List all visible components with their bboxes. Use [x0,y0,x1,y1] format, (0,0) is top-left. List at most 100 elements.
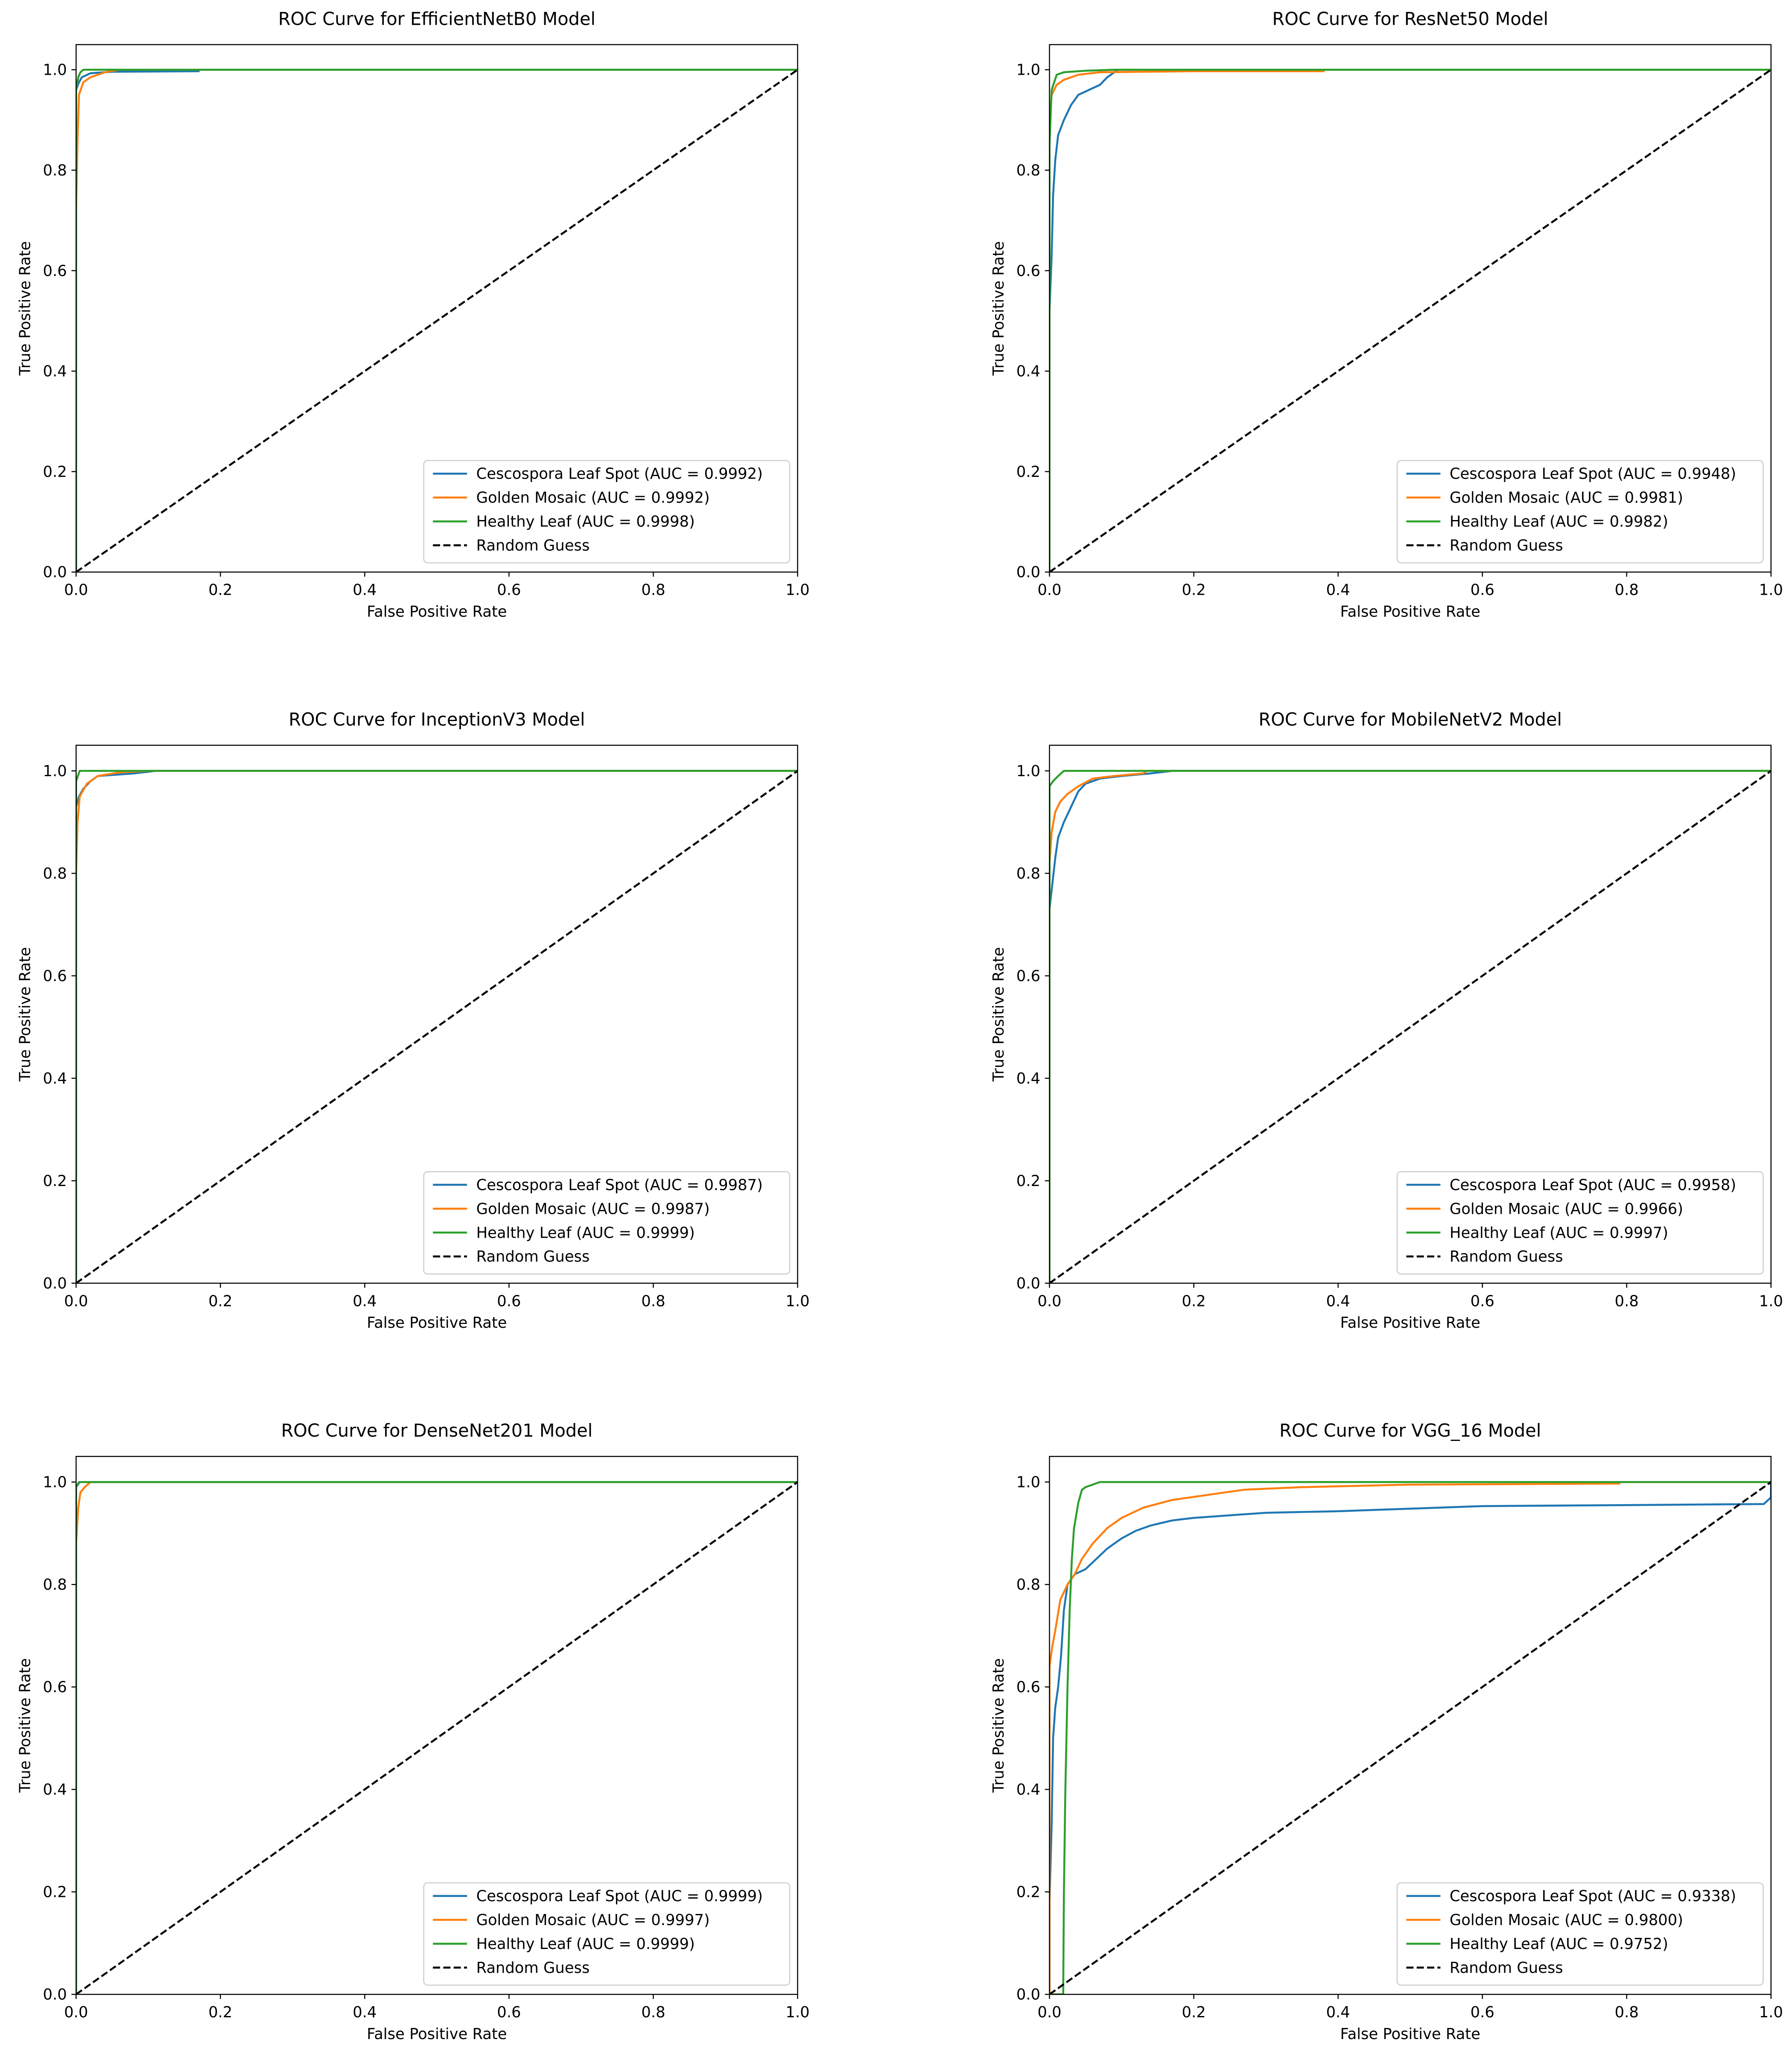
chart-3-xtick-label-4: 0.8 [1615,1292,1639,1310]
chart-5-legend-label-1: Golden Mosaic (AUC = 0.9800) [1450,1911,1683,1929]
chart-2-ytick-label-0: 0.0 [43,1275,67,1292]
chart-0-legend-label-1: Golden Mosaic (AUC = 0.9992) [476,489,710,507]
chart-5-xtick-label-1: 0.2 [1182,2004,1206,2021]
chart-1-xtick-label-4: 0.8 [1615,581,1639,599]
chart-0-legend-label-2: Healthy Leaf (AUC = 0.9998) [476,513,695,531]
chart-3-title: ROC Curve for MobileNetV2 Model [1258,709,1562,730]
chart-3-xtick-label-0: 0.0 [1037,1292,1061,1310]
chart-1-xlabel: False Positive Rate [1340,603,1480,620]
chart-1-series-3-line [1049,69,1771,572]
chart-4-ytick-label-4: 0.8 [43,1576,67,1594]
chart-3-frame [1049,745,1772,1284]
chart-5-xtick-label-5: 1.0 [1759,2004,1783,2021]
chart-5-series-1-line [1049,1481,1771,1995]
chart-3-xtick-label-3: 0.6 [1471,1292,1494,1310]
chart-5-xtick-label-2: 0.4 [1326,2004,1350,2021]
chart-0-ytick-label-1: 0.2 [43,463,67,481]
chart-5-ytick-label-1: 0.2 [1016,1884,1040,1901]
chart-3-ylabel: True Positive Rate [990,947,1007,1082]
chart-1-legend-label-3: Random Guess [1450,537,1563,555]
chart-1-legend-box [1396,460,1764,564]
chart-1-ytick-label-1: 0.2 [1016,463,1040,481]
chart-0-ylabel: True Positive Rate [17,241,34,376]
chart-4-legend-label-0: Cescospora Leaf Spot (AUC = 0.9999) [476,1888,763,1905]
chart-1-legend: Cescospora Leaf Spot (AUC = 0.9948) Golde… [1396,460,1764,564]
chart-4-ytick-label-2: 0.4 [43,1781,67,1799]
chart-5-series-3-line [1049,1481,1771,1995]
chart-0-title: ROC Curve for EfficientNetB0 Model [278,8,595,29]
chart-4-legend-label-1: Golden Mosaic (AUC = 0.9997) [476,1911,710,1929]
chart-2-legend-label-3: Random Guess [476,1248,590,1265]
chart-3-ytick-label-2: 0.4 [1016,1070,1040,1087]
chart-2-legend-box [423,1171,791,1275]
chart-2-xtick-label-3: 0.6 [497,1292,521,1310]
chart-4-xtick-label-0: 0.0 [64,2004,88,2021]
chart-2-xtick-label-5: 1.0 [785,1292,809,1310]
chart-3-xtick-label-1: 0.2 [1182,1292,1206,1310]
chart-3-xtick-label-5: 1.0 [1759,1292,1783,1310]
chart-5: 0.0 0.2 0.4 0.6 0.8 1.0 0.0 0.2 0.4 0.6 0.8 1.0 ROC … [990,1420,1783,2043]
chart-5-xtick-label-0: 0.0 [1037,2004,1061,2021]
chart-2-ylabel: True Positive Rate [17,947,34,1082]
chart-1-ylabel: True Positive Rate [990,241,1007,376]
chart-3-legend-label-1: Golden Mosaic (AUC = 0.9966) [1450,1200,1683,1218]
chart-1-ytick-label-4: 0.8 [1016,162,1040,179]
chart-2-frame [76,745,798,1284]
chart-0-ytick-label-0: 0.0 [43,564,67,581]
chart-0-ytick-label-2: 0.4 [43,363,67,380]
chart-1-legend-label-1: Golden Mosaic (AUC = 0.9981) [1450,489,1683,507]
chart-5-lines [1049,1481,1771,1995]
chart-5-legend: Cescospora Leaf Spot (AUC = 0.9338) Golde… [1396,1882,1764,1986]
chart-3-legend: Cescospora Leaf Spot (AUC = 0.9958) Golde… [1396,1171,1764,1275]
chart-2-legend: Cescospora Leaf Spot (AUC = 0.9987) Golde… [423,1171,791,1275]
chart-3-legend-label-2: Healthy Leaf (AUC = 0.9997) [1450,1224,1668,1242]
chart-4-legend: Cescospora Leaf Spot (AUC = 0.9999) Golde… [423,1882,791,1986]
chart-4-legend-label-3: Random Guess [476,1959,590,1977]
chart-0-xtick-label-2: 0.4 [353,581,376,599]
chart-2-series-3-line [76,770,798,1283]
chart-5-legend-label-0: Cescospora Leaf Spot (AUC = 0.9338) [1450,1888,1736,1905]
chart-5-xtick-label-3: 0.6 [1471,2004,1494,2021]
chart-5-legend-label-2: Healthy Leaf (AUC = 0.9752) [1450,1935,1668,1953]
chart-0-legend-label-3: Random Guess [476,537,590,555]
chart-3-series-0-line [1049,770,1771,1283]
chart-3-legend-label-0: Cescospora Leaf Spot (AUC = 0.9958) [1450,1176,1736,1194]
chart-0-series-3-line [76,69,798,572]
chart-5-ytick-label-4: 0.8 [1016,1576,1040,1594]
chart-0-ytick-label-5: 1.0 [43,61,67,79]
chart-0-ytick-label-3: 0.6 [43,262,67,280]
chart-5-series-2-line [1049,1481,1771,1995]
chart-1-legend-label-2: Healthy Leaf (AUC = 0.9982) [1450,513,1668,531]
chart-3: 0.0 0.2 0.4 0.6 0.8 1.0 0.0 0.2 0.4 0.6 0.8 1.0 ROC … [990,709,1783,1332]
chart-3-ytick-label-0: 0.0 [1016,1275,1040,1292]
chart-2-xtick-label-2: 0.4 [353,1292,376,1310]
chart-2-ytick-label-4: 0.8 [43,865,67,882]
chart-4-frame [76,1456,798,1995]
chart-4-xtick-label-1: 0.2 [208,2004,232,2021]
chart-1: 0.0 0.2 0.4 0.6 0.8 1.0 0.0 0.2 0.4 0.6 0.8 1.0 ROC … [990,8,1783,620]
chart-2-ytick-label-1: 0.2 [43,1172,67,1190]
chart-1-title: ROC Curve for ResNet50 Model [1272,8,1548,29]
chart-5-xtick-label-4: 0.8 [1615,2004,1639,2021]
chart-2: 0.0 0.2 0.4 0.6 0.8 1.0 0.0 0.2 0.4 0.6 0.8 1.0 ROC … [17,709,810,1332]
chart-1-ytick-label-0: 0.0 [1016,564,1040,581]
chart-3-legend-box [1396,1171,1764,1275]
chart-5-legend-box [1396,1882,1764,1986]
chart-4-xtick-label-5: 1.0 [785,2004,809,2021]
chart-2-xtick-label-0: 0.0 [64,1292,88,1310]
chart-5-series-0-line [1049,1482,1771,1995]
chart-5-ytick-label-0: 0.0 [1016,1986,1040,2004]
chart-0-xtick-label-4: 0.8 [641,581,665,599]
chart-5-frame [1049,1456,1772,1995]
chart-1-series-0-line [1049,69,1771,572]
chart-0-legend: Cescospora Leaf Spot (AUC = 0.9992) Golde… [423,460,791,564]
chart-0-xtick-label-1: 0.2 [208,581,232,599]
chart-1-xtick-label-2: 0.4 [1326,581,1350,599]
chart-4-legend-box [423,1882,791,1986]
chart-2-title: ROC Curve for InceptionV3 Model [289,709,585,730]
chart-1-ytick-label-3: 0.6 [1016,262,1040,280]
chart-0-xtick-label-0: 0.0 [64,581,88,599]
chart-2-xlabel: False Positive Rate [367,1314,507,1332]
chart-5-xlabel: False Positive Rate [1340,2025,1480,2043]
